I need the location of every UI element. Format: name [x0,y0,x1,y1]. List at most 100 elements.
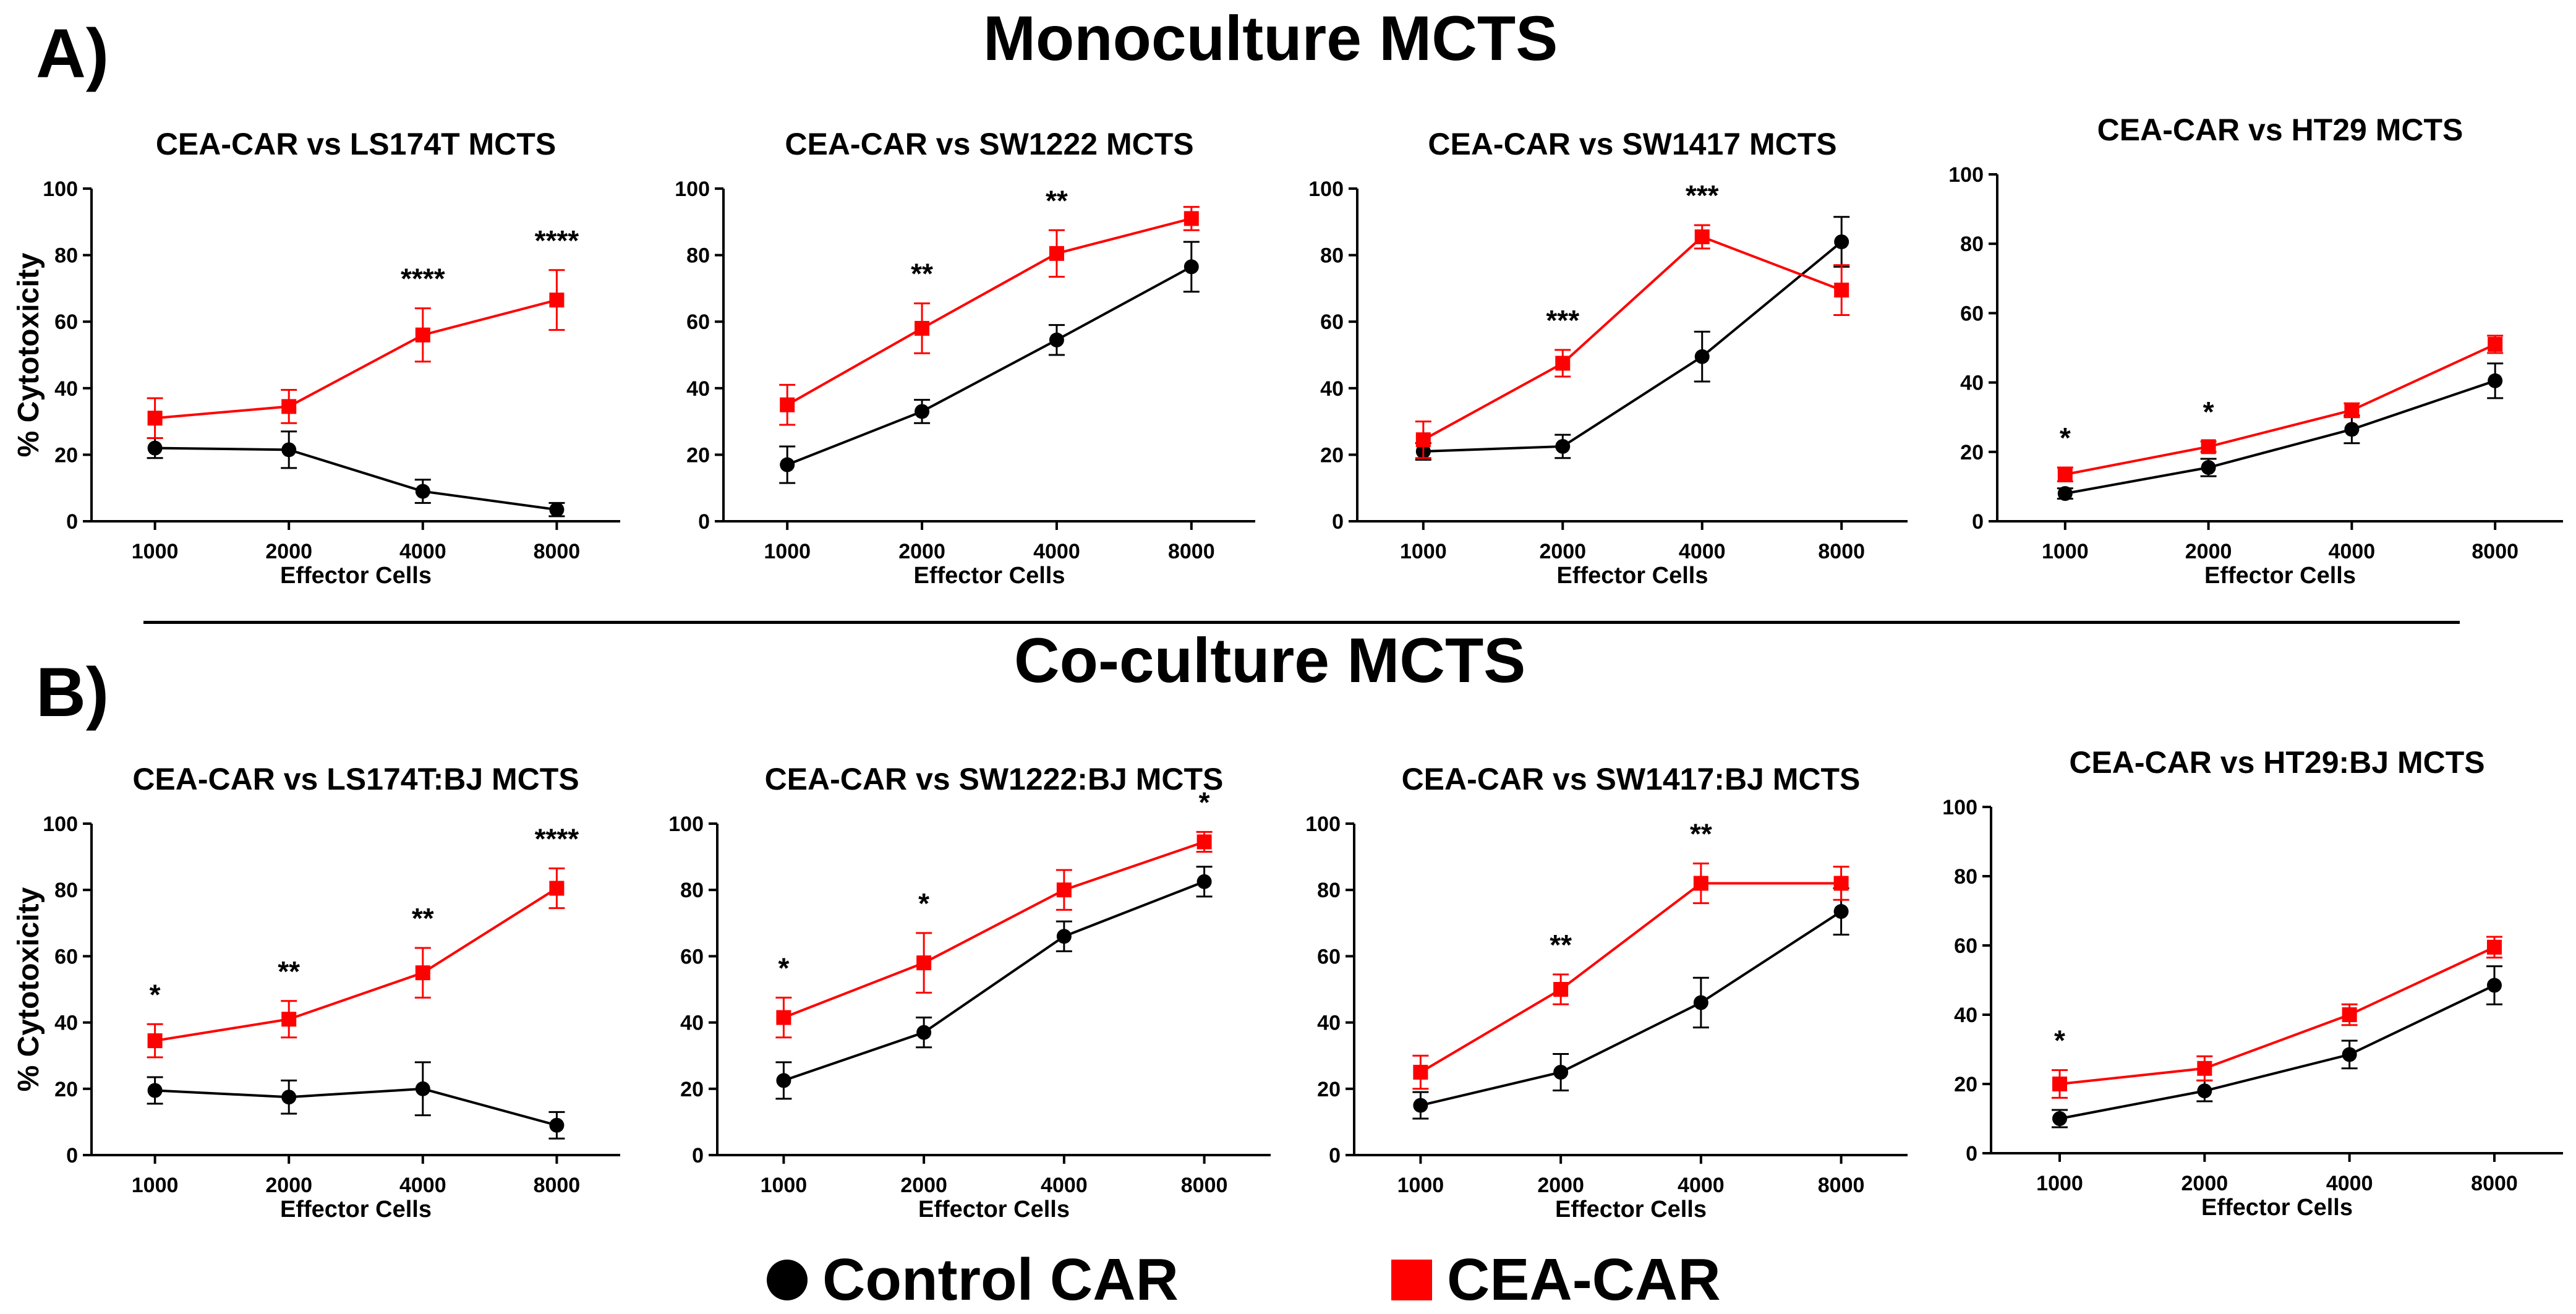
control-car-point [776,1073,791,1088]
x-tick-label: 4000 [1678,1174,1725,1197]
y-axis-label: % Cytotoxicity [12,252,45,457]
cea-car-point [281,399,297,414]
control-car-point [2201,460,2216,476]
y-tick-label: 0 [66,1144,78,1167]
control-car-point [281,442,297,458]
x-axis-label: Effector Cells [914,563,1065,589]
x-tick-label: 1000 [1400,540,1447,563]
y-tick-label: 0 [692,1144,704,1167]
x-tick-label: 2000 [900,1174,947,1197]
cea-car-point [147,411,163,426]
panel-letter-a: A) [36,15,109,92]
x-tick-label: 1000 [1397,1174,1444,1197]
cea-car-point [916,955,932,971]
cea-car-point [2488,336,2503,352]
y-tick-label: 60 [1317,945,1341,968]
chart-title: CEA-CAR vs LS174T:BJ MCTS [132,762,579,796]
control-car-point [1196,874,1212,889]
chart-panel-6: CEA-CAR vs SW1222:BJ MCTS 0 20 40 60 80 100 100… [668,762,1271,1222]
y-tick-label: 100 [43,177,78,201]
x-tick-label: 2000 [265,1174,312,1197]
legend-label-cea: CEA-CAR [1447,1247,1721,1313]
section-a-title: Monoculture MCTS [983,3,1558,74]
y-tick-label: 0 [1966,1142,1977,1166]
x-tick-label: 1000 [2036,1172,2083,1195]
control-car-point [1694,349,1710,364]
x-tick-label: 8000 [534,540,581,563]
y-tick-label: 100 [1948,163,1984,187]
cea-car-point [415,327,430,343]
significance-marker: **** [535,822,579,855]
y-tick-label: 60 [1320,310,1344,334]
y-tick-label: 20 [54,1078,78,1101]
cea-car-point [1415,432,1431,448]
significance-marker: * [150,978,161,1010]
cea-car-point [281,1012,297,1027]
control-car-point [2344,422,2360,437]
significance-marker: **** [401,263,445,295]
x-axis-label: Effector Cells [2204,563,2356,589]
x-tick-label: 4000 [399,1174,446,1197]
control-car-point [1553,1065,1569,1080]
control-car-line [2065,379,2496,495]
cea-car-line [155,887,558,1043]
y-tick-label: 100 [668,813,704,836]
cea-car-point [1184,211,1199,226]
x-axis-label: Effector Cells [280,563,432,589]
x-tick-label: 8000 [534,1174,581,1197]
cea-car-point [2487,939,2502,955]
y-tick-label: 40 [54,1012,78,1035]
cea-car-line [2059,945,2495,1085]
significance-marker: **** [535,224,579,257]
control-car-point [2057,486,2073,501]
cea-car-point [1049,245,1064,261]
y-tick-label: 0 [1972,510,1984,534]
significance-marker: ** [412,902,434,934]
control-car-line [1423,241,1843,453]
x-tick-label: 1000 [764,540,811,563]
y-tick-label: 20 [680,1078,704,1101]
chart-title: CEA-CAR vs HT29 MCTS [2097,113,2463,147]
cea-car-point [2344,403,2360,418]
section-divider [143,621,2460,624]
significance-marker: ** [1690,817,1712,850]
chart-panel-3: CEA-CAR vs SW1417 MCTS 0 20 40 60 80 100 1000 20… [1308,127,1908,589]
y-tick-label: 0 [1332,510,1344,534]
control-car-point [1693,995,1708,1010]
y-tick-label: 80 [680,879,704,902]
cea-car-line [1422,235,1842,441]
significance-marker: ** [911,258,933,290]
y-tick-label: 100 [1305,813,1341,836]
significance-marker: * [2060,422,2071,454]
x-tick-label: 2000 [2181,1172,2228,1195]
x-tick-label: 1000 [761,1174,808,1197]
y-tick-label: 100 [1942,796,1977,819]
cea-car-point [1555,356,1571,371]
control-car-point [2487,978,2502,993]
chart-panel-8: CEA-CAR vs HT29:BJ MCTS 0 20 40 60 80 100 1000 2… [1942,745,2563,1221]
cea-car-point [2201,439,2216,454]
x-tick-label: 4000 [1679,540,1726,563]
chart-title: CEA-CAR vs SW1417:BJ MCTS [1402,762,1861,796]
y-tick-label: 80 [1954,865,1977,889]
control-car-point [1413,1098,1428,1113]
control-car-point [415,484,430,499]
significance-marker: ** [278,955,300,988]
control-car-point [147,1083,163,1098]
chart-panel-1: CEA-CAR vs LS174T MCTS 0 20 40 60 80 100 1000 20… [12,127,620,589]
control-car-point [147,440,163,456]
x-axis-label: Effector Cells [1557,563,1708,589]
y-tick-label: 100 [675,177,710,201]
y-tick-label: 20 [686,443,710,467]
chart-title: CEA-CAR vs SW1222:BJ MCTS [765,762,1224,796]
x-tick-label: 2000 [1537,1174,1584,1197]
y-tick-label: 60 [1954,934,1977,958]
significance-marker: * [2203,396,2214,428]
cea-car-point [780,397,795,412]
control-car-point [1833,904,1849,919]
y-tick-label: 40 [1954,1004,1977,1027]
x-tick-label: 2000 [1539,540,1586,563]
cea-car-line [1420,882,1841,1073]
y-tick-label: 80 [54,879,78,902]
x-tick-label: 2000 [265,540,312,563]
